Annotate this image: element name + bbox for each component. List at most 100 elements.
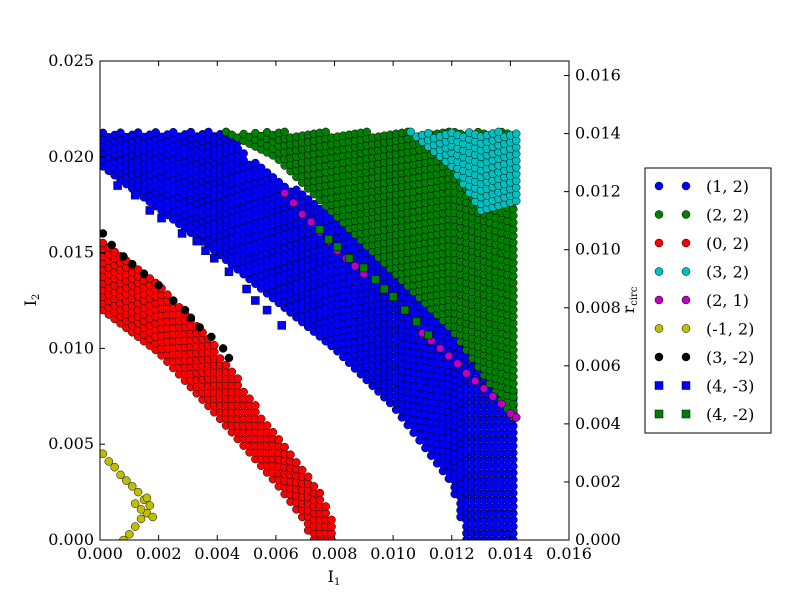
legend-marker bbox=[654, 381, 664, 390]
data-point bbox=[210, 340, 219, 350]
legend-label: (4, -3) bbox=[706, 377, 754, 396]
data-point bbox=[280, 442, 289, 452]
legend-marker bbox=[681, 409, 691, 419]
data-point bbox=[333, 242, 342, 252]
data-point bbox=[157, 213, 166, 223]
data-point bbox=[148, 512, 158, 522]
data-point bbox=[142, 493, 152, 503]
data-point bbox=[154, 280, 163, 290]
y2-tick-label: 0.004 bbox=[575, 414, 621, 433]
data-point bbox=[218, 344, 228, 353]
data-point bbox=[406, 127, 415, 137]
data-point bbox=[207, 332, 216, 342]
data-point bbox=[136, 514, 146, 524]
y2-tick-label: 0.006 bbox=[575, 356, 621, 375]
legend-label: (-1, 2) bbox=[706, 320, 754, 339]
y2-tick-label: 0.002 bbox=[575, 472, 621, 491]
legend-label: (2, 2) bbox=[706, 206, 749, 225]
data-point bbox=[435, 344, 445, 353]
data-point bbox=[130, 499, 140, 508]
legend-entry: (2, 2) bbox=[654, 206, 749, 225]
legend-label: (0, 2) bbox=[706, 234, 749, 253]
data-point bbox=[169, 128, 178, 137]
x-tick-label: 0.016 bbox=[546, 544, 592, 563]
series-0 bbox=[100, 127, 518, 540]
data-point bbox=[139, 269, 149, 278]
series-8 bbox=[315, 225, 433, 340]
data-point bbox=[470, 376, 480, 386]
data-point bbox=[233, 374, 243, 383]
legend-marker bbox=[654, 210, 664, 219]
data-point bbox=[286, 450, 295, 459]
data-point bbox=[145, 274, 155, 283]
x-tick-label: 0.012 bbox=[429, 544, 475, 563]
legend-entry: (4, -3) bbox=[654, 377, 754, 396]
legend-entry: (2, 1) bbox=[654, 291, 749, 310]
data-point bbox=[280, 127, 289, 137]
data-point bbox=[256, 414, 266, 424]
data-point bbox=[239, 149, 248, 158]
data-point bbox=[344, 254, 354, 263]
data-point bbox=[136, 505, 146, 514]
data-point bbox=[274, 435, 284, 444]
data-point bbox=[100, 449, 108, 459]
x-tick-label: 0.014 bbox=[487, 544, 533, 563]
legend-marker bbox=[681, 210, 691, 219]
data-point bbox=[100, 128, 108, 138]
data-point bbox=[274, 177, 284, 187]
data-point bbox=[116, 128, 125, 137]
x-tick-label: 0.002 bbox=[136, 544, 182, 563]
data-point bbox=[256, 163, 266, 173]
data-point bbox=[110, 462, 119, 472]
x-axis-label: I1 bbox=[328, 567, 341, 588]
data-point bbox=[224, 353, 234, 363]
data-point bbox=[119, 252, 128, 261]
data-points bbox=[100, 127, 521, 540]
y-tick-label: 0.020 bbox=[48, 147, 94, 166]
y-axis-label: I2 bbox=[21, 294, 42, 307]
legend-marker bbox=[681, 238, 691, 248]
legend-marker bbox=[654, 352, 664, 362]
data-point bbox=[251, 158, 260, 168]
data-point bbox=[303, 195, 313, 204]
legend-entry: (3, -2) bbox=[654, 348, 754, 367]
data-point bbox=[462, 369, 471, 378]
data-point bbox=[444, 351, 454, 361]
data-point bbox=[371, 275, 380, 284]
data-point bbox=[400, 305, 410, 315]
data-point bbox=[506, 409, 515, 418]
data-point bbox=[315, 488, 325, 498]
data-point bbox=[242, 284, 251, 294]
data-point bbox=[192, 236, 201, 246]
data-point bbox=[327, 515, 336, 525]
data-point bbox=[133, 128, 143, 137]
y2-axis-ticks: 0.000 0.002 0.004 0.006 0.008 0.010 0.012 0.014… bbox=[564, 66, 621, 549]
y2-tick-label: 0.000 bbox=[575, 530, 621, 549]
data-point bbox=[104, 457, 114, 466]
data-point bbox=[268, 173, 278, 182]
series-6 bbox=[100, 229, 234, 363]
data-point bbox=[306, 217, 316, 227]
data-point bbox=[119, 535, 128, 540]
y2-tick-label: 0.016 bbox=[575, 66, 621, 85]
data-point bbox=[100, 238, 108, 248]
data-point bbox=[262, 168, 272, 177]
y2-axis-label: rcirc bbox=[619, 286, 640, 313]
legend-entry: (0, 2) bbox=[654, 234, 749, 253]
data-point bbox=[479, 384, 489, 393]
legend-marker bbox=[654, 238, 664, 248]
series-3 bbox=[406, 127, 521, 215]
data-point bbox=[142, 508, 152, 518]
data-point bbox=[303, 472, 313, 482]
data-point bbox=[494, 127, 503, 137]
legend-entry: (4, -2) bbox=[654, 405, 754, 424]
data-point bbox=[215, 354, 225, 363]
y-tick-label: 0.000 bbox=[48, 530, 94, 549]
data-point bbox=[424, 129, 433, 138]
data-point bbox=[133, 265, 143, 274]
data-point bbox=[488, 392, 498, 401]
legend-label: (3, 2) bbox=[706, 263, 749, 282]
data-point bbox=[100, 229, 108, 238]
data-point bbox=[186, 313, 196, 322]
legend-marker bbox=[681, 352, 691, 362]
